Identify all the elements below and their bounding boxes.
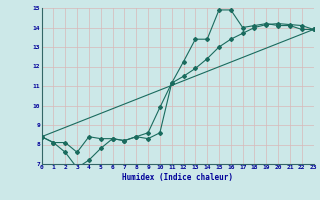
X-axis label: Humidex (Indice chaleur): Humidex (Indice chaleur) xyxy=(122,173,233,182)
